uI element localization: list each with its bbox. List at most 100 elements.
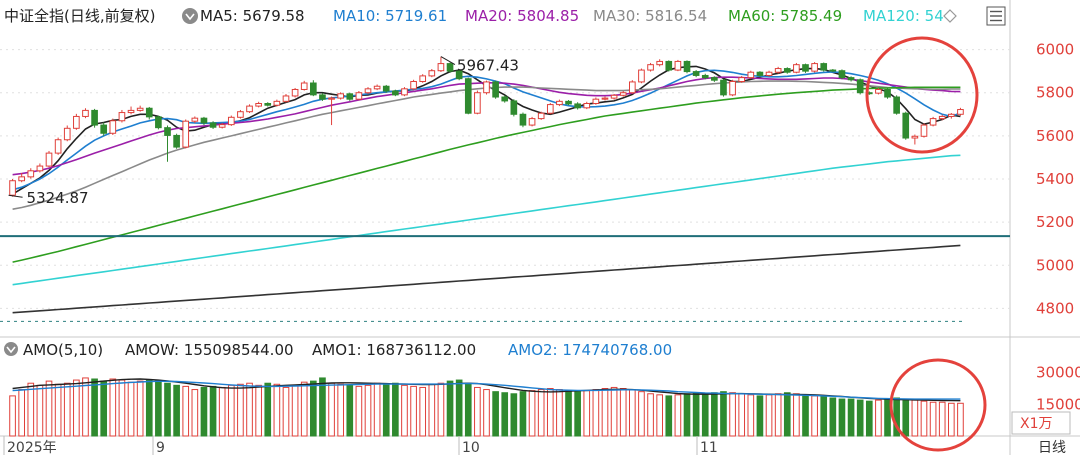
volume-bar <box>720 391 727 437</box>
ma-legend-label: MA30: 5816.54 <box>593 7 707 25</box>
candle-body <box>319 94 326 100</box>
volume-bar <box>802 394 809 437</box>
ma-legend-label: MA5: 5679.58 <box>200 7 305 25</box>
sub-dropdown-icon[interactable] <box>4 342 18 356</box>
candle-body <box>145 107 153 118</box>
candle-body <box>619 92 627 96</box>
volume-bar <box>519 391 527 437</box>
dropdown-icon[interactable] <box>182 8 198 24</box>
candle-body <box>45 152 53 167</box>
volume-bar <box>474 386 481 437</box>
amo-legend-label: AMO1: 168736112.00 <box>312 341 476 359</box>
candle-body <box>164 127 171 136</box>
x-tick-label: 11 <box>700 440 718 455</box>
candle-body <box>300 82 308 90</box>
candle-body <box>155 116 162 129</box>
volume-bar <box>647 393 654 437</box>
candle-body <box>793 64 800 73</box>
volume-bar <box>492 391 499 437</box>
volume-bar <box>583 390 591 437</box>
ma-line-ma10 <box>12 69 961 191</box>
candle-body <box>510 100 518 115</box>
candle-body <box>902 112 910 139</box>
sub-dropdown-chevron-icon[interactable] <box>6 346 16 354</box>
volume-bar <box>355 385 363 437</box>
period-label[interactable]: 日线 <box>1038 440 1066 456</box>
candle-body <box>811 63 818 72</box>
volume-bar <box>820 396 828 437</box>
volume-bar <box>246 382 253 437</box>
ma-line-ma30 <box>12 80 961 210</box>
candle-body <box>392 90 399 96</box>
candle-body <box>401 88 408 96</box>
volume-bar <box>875 399 882 437</box>
high-annotation-pointer <box>440 56 456 66</box>
candle-body <box>127 109 135 114</box>
candle-body <box>774 68 782 73</box>
y-tick-label: 5600 <box>1036 127 1074 145</box>
candle-body <box>610 94 618 99</box>
candle-body <box>118 112 126 122</box>
volume-bar <box>227 384 235 437</box>
ma-legend-label: MA120: 54 <box>863 7 944 25</box>
candle-body <box>373 85 381 90</box>
candle-body <box>783 68 791 73</box>
y-tick-label: 4800 <box>1036 299 1074 317</box>
candle-body <box>747 71 755 79</box>
candle-body <box>282 95 290 102</box>
candle-body <box>382 85 390 92</box>
volume-bar <box>938 401 946 437</box>
candle-body <box>73 115 80 129</box>
volume-bar <box>264 382 272 437</box>
amo-legend-label: AMO2: 174740768.00 <box>508 341 672 359</box>
low-annotation-pointer <box>8 194 23 198</box>
candle-body <box>18 176 25 182</box>
ma-legend-label: MA60: 5785.49 <box>728 7 842 25</box>
volume-bar <box>100 380 108 437</box>
candle-body <box>720 79 727 96</box>
candle-body <box>310 82 317 96</box>
candle-body <box>227 116 235 126</box>
candle-body <box>665 60 673 71</box>
volume-bar <box>27 382 35 437</box>
candle-body <box>948 113 955 117</box>
candle-body <box>692 71 700 76</box>
volume-bar <box>455 379 463 437</box>
candle-body <box>875 88 882 94</box>
volume-bar <box>574 391 581 437</box>
volume-bar <box>428 383 436 437</box>
volume-bar <box>118 379 126 437</box>
volume-bar <box>528 390 536 437</box>
volume-bar <box>619 388 627 437</box>
volume-bar <box>865 400 873 437</box>
candle-body <box>638 69 645 83</box>
candle-body <box>537 112 545 120</box>
volume-bar <box>446 380 454 437</box>
candle-body <box>182 120 190 148</box>
y-tick-label: 5200 <box>1036 213 1074 231</box>
candle-body <box>492 81 499 98</box>
sub-y-tick-label: 15000 <box>1036 395 1080 413</box>
volume-bar <box>674 394 682 437</box>
volume-bar <box>464 382 472 437</box>
volume-bar <box>756 395 764 437</box>
diamond-icon[interactable] <box>943 9 957 23</box>
candle-body <box>82 109 89 117</box>
candle-body <box>100 124 108 134</box>
dropdown-chevron-icon[interactable] <box>185 13 195 21</box>
volume-bar <box>182 385 190 437</box>
volume-bar <box>9 395 16 437</box>
candle-body <box>483 81 490 94</box>
unit-label: X1万 <box>1020 416 1053 432</box>
candle-body <box>501 96 509 102</box>
volume-bar <box>373 382 381 437</box>
candle-body <box>893 96 900 114</box>
highlight-circle-volume <box>889 358 987 452</box>
ma-legend-label: MA20: 5804.85 <box>465 7 579 25</box>
volume-bar <box>82 377 89 437</box>
volume-bar <box>957 402 964 437</box>
volume-bar <box>629 389 636 437</box>
candle-body <box>647 64 654 71</box>
unit-box[interactable] <box>1011 411 1071 435</box>
volume-bar <box>164 382 171 437</box>
